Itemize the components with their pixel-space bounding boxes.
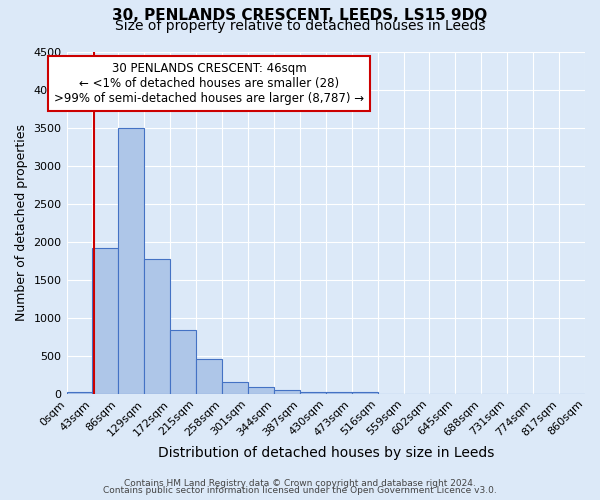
Bar <box>145 259 170 394</box>
Bar <box>274 390 300 394</box>
Bar <box>222 382 248 394</box>
Bar <box>300 392 326 394</box>
Text: Contains HM Land Registry data © Crown copyright and database right 2024.: Contains HM Land Registry data © Crown c… <box>124 478 476 488</box>
Bar <box>248 387 274 394</box>
Bar <box>326 392 352 394</box>
Y-axis label: Number of detached properties: Number of detached properties <box>15 124 28 321</box>
X-axis label: Distribution of detached houses by size in Leeds: Distribution of detached houses by size … <box>158 446 494 460</box>
Bar <box>92 248 118 394</box>
Text: Contains public sector information licensed under the Open Government Licence v3: Contains public sector information licen… <box>103 486 497 495</box>
Text: 30 PENLANDS CRESCENT: 46sqm
← <1% of detached houses are smaller (28)
>99% of se: 30 PENLANDS CRESCENT: 46sqm ← <1% of det… <box>54 62 364 105</box>
Bar <box>352 392 377 394</box>
Bar <box>196 359 222 394</box>
Bar <box>67 392 92 394</box>
Bar <box>170 330 196 394</box>
Text: Size of property relative to detached houses in Leeds: Size of property relative to detached ho… <box>115 19 485 33</box>
Text: 30, PENLANDS CRESCENT, LEEDS, LS15 9DQ: 30, PENLANDS CRESCENT, LEEDS, LS15 9DQ <box>112 8 488 22</box>
Bar <box>118 128 145 394</box>
